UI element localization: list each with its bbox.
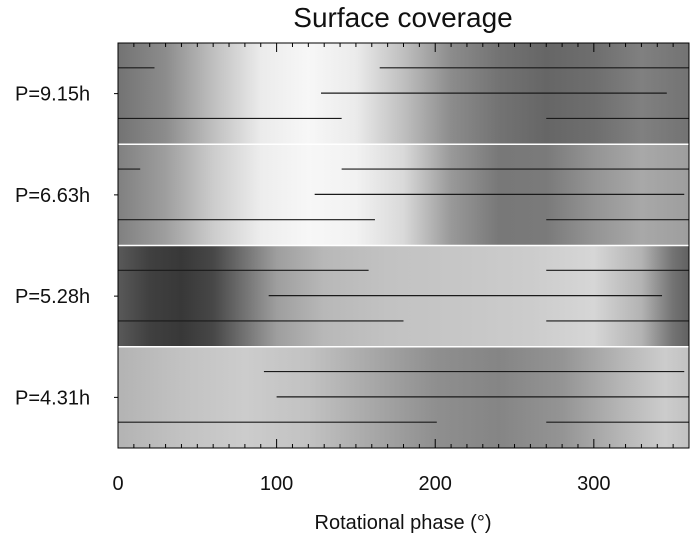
x-tick-label-100: 100: [260, 473, 293, 495]
row-label-4: P=4.31h: [15, 387, 90, 409]
x-tick-label-300: 300: [577, 473, 610, 495]
coverage-segments: [118, 67, 689, 423]
row-label-3: P=5.28h: [15, 286, 90, 308]
row-labels: P=9.15h P=6.63h P=5.28h P=4.31h: [15, 84, 118, 409]
chart-title: Surface coverage: [293, 2, 512, 33]
phase-bands: [118, 43, 689, 448]
x-axis: 0 100 200 300: [112, 42, 690, 495]
x-axis-label: Rotational phase (°): [315, 512, 492, 534]
x-tick-label-0: 0: [112, 473, 123, 495]
row-label-2: P=6.63h: [15, 185, 90, 207]
row-label-1: P=9.15h: [15, 84, 90, 106]
x-tick-label-200: 200: [419, 473, 452, 495]
